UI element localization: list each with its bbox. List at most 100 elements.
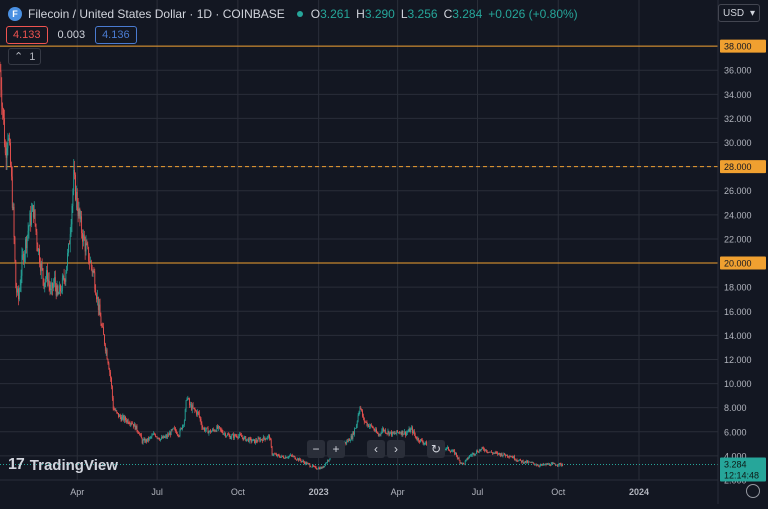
candle-body [506, 455, 507, 456]
candle-body [49, 280, 50, 285]
candle-body [378, 434, 379, 436]
reset-chart-button[interactable]: ↻ [427, 440, 445, 458]
candle-body [9, 138, 10, 143]
candle-body [288, 456, 289, 457]
candle-body [329, 459, 330, 460]
candle-body [243, 438, 244, 440]
candle-body [548, 464, 549, 465]
candle-body [3, 109, 4, 118]
candle-body [217, 426, 218, 428]
zoom-out-button[interactable]: − [307, 440, 325, 458]
candle-body [462, 463, 463, 464]
candle-body [63, 276, 64, 278]
candle-body [300, 459, 301, 461]
candle-body [143, 440, 144, 443]
scroll-right-button[interactable]: › [387, 440, 405, 458]
candle-body [406, 433, 407, 436]
candle-body [377, 433, 378, 434]
price-tick-label: 24.000 [724, 210, 752, 220]
candle-body [469, 455, 470, 457]
candle-body [306, 462, 307, 464]
candle-body [384, 430, 385, 431]
candle-body [160, 439, 161, 440]
candle-body [494, 453, 495, 454]
candle-body [512, 457, 513, 458]
candle-body [541, 464, 542, 465]
candle-body [460, 460, 461, 463]
candle-body [404, 431, 405, 433]
candle-body [324, 466, 325, 467]
candle-body [539, 466, 540, 467]
candle-body [109, 369, 110, 372]
candle-body [313, 465, 314, 466]
price-tick-label: 6.000 [724, 427, 747, 437]
candle-body [453, 450, 454, 451]
candle-body [29, 213, 30, 226]
candle-body [232, 434, 233, 435]
candle-body [470, 455, 471, 456]
time-tick-label: Apr [391, 487, 405, 497]
candle-body [201, 419, 202, 423]
candle-body [177, 434, 178, 435]
candle-body [111, 378, 112, 386]
candle-body [244, 437, 245, 440]
tradingview-logo[interactable]: 17 TradingView [8, 456, 118, 474]
candle-body [6, 153, 7, 158]
candle-body [316, 469, 317, 470]
candle-body [314, 466, 315, 467]
candle-body [114, 409, 115, 410]
candle-body [553, 463, 554, 464]
candle-body [183, 425, 184, 426]
currency-selector[interactable]: USD ▾ [718, 4, 760, 22]
candle-body [78, 208, 79, 216]
candle-body [480, 450, 481, 451]
candle-body [202, 427, 203, 428]
candle-body [117, 412, 118, 413]
candle-body [477, 451, 478, 452]
candle-body [250, 438, 251, 439]
candle-body [70, 234, 71, 244]
candle-body [112, 386, 113, 398]
candle-body [364, 418, 365, 422]
candle-body [395, 433, 396, 434]
time-tick-label: Oct [231, 487, 246, 497]
candle-body [487, 452, 488, 453]
candle-body [163, 436, 164, 438]
candle-body [93, 271, 94, 272]
scroll-left-button[interactable]: ‹ [367, 440, 385, 458]
candle-body [121, 417, 122, 420]
candle-body [48, 280, 49, 282]
candle-body [391, 432, 392, 436]
price-tick-label: 18.000 [724, 283, 752, 293]
candle-body [502, 453, 503, 456]
candle-body [91, 261, 92, 267]
candle-body [471, 455, 472, 456]
symbol-title[interactable]: Filecoin / United States Dollar · 1D · C… [28, 7, 285, 21]
candle-body [516, 460, 517, 461]
candle-body [228, 434, 229, 435]
candle-body [27, 236, 28, 249]
candle-body [19, 291, 20, 299]
candle-body [373, 427, 374, 428]
candle-body [449, 450, 450, 451]
candle-body [152, 435, 153, 436]
candle-body [135, 424, 136, 430]
candle-body [376, 429, 377, 432]
candle-body [270, 438, 271, 440]
sell-price-button[interactable]: 4.133 [6, 26, 48, 44]
candle-body [496, 452, 497, 453]
zoom-in-button[interactable]: + [327, 440, 345, 458]
candle-body [158, 438, 159, 439]
candle-body [271, 440, 272, 446]
candle-body [209, 431, 210, 433]
candle-body [388, 431, 389, 435]
buy-price-button[interactable]: 4.136 [95, 26, 137, 44]
indicators-collapse-button[interactable]: ⌃ 1 [8, 48, 41, 65]
candle-body [264, 437, 265, 439]
candle-body [327, 460, 328, 462]
candle-body [38, 249, 39, 252]
gear-icon[interactable] [746, 484, 760, 498]
candle-body [223, 432, 224, 434]
